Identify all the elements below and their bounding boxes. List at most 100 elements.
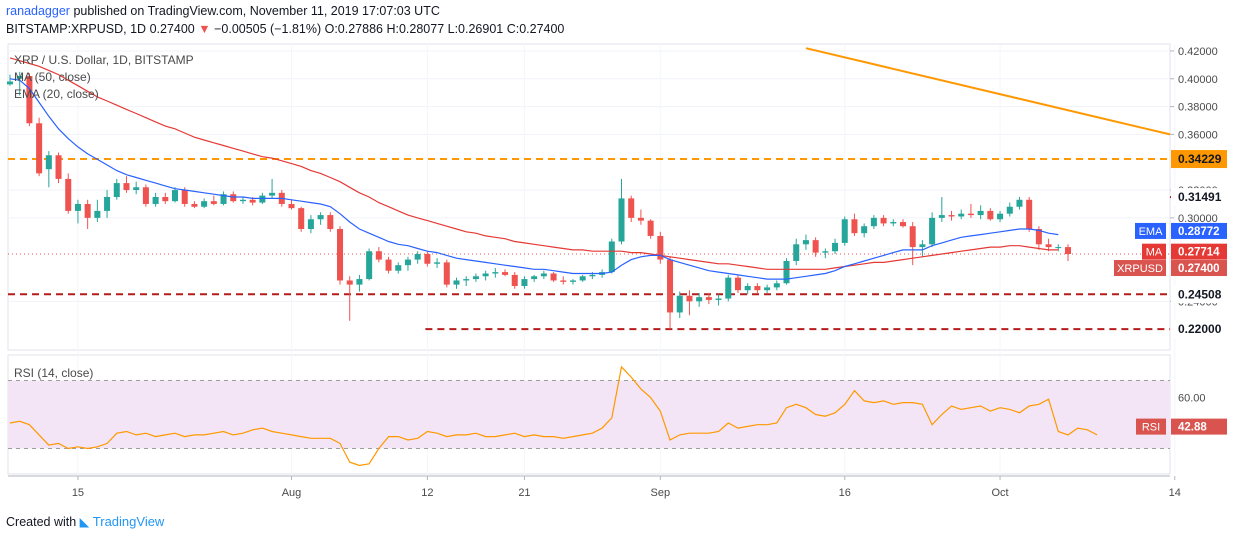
candle-body — [1045, 244, 1052, 248]
ma-legend: MA (50, close) — [14, 70, 91, 84]
candle-body — [414, 254, 421, 260]
time-tick-label: Aug — [282, 487, 302, 499]
author-link[interactable]: ranadagger — [6, 4, 70, 18]
rsi-badge-name-box — [1136, 418, 1166, 435]
candle-body — [172, 190, 179, 202]
chart-title: XRP / U.S. Dollar, 1D, BITSTAMP — [14, 53, 194, 67]
price-badge-value-box — [1171, 222, 1227, 239]
candle-body — [269, 192, 276, 196]
candle-body — [841, 219, 848, 243]
price-badge-value: 0.28772 — [1178, 226, 1220, 238]
candle-body — [94, 210, 101, 218]
candle-body — [531, 276, 538, 280]
time-tick-label: 14 — [1169, 487, 1181, 499]
price-badge-value: 0.27400 — [1178, 263, 1220, 275]
candle-body — [783, 260, 790, 284]
candle-body — [744, 286, 751, 291]
candle-body — [657, 235, 664, 260]
candle-body — [385, 259, 392, 271]
candle-body — [948, 215, 955, 217]
tradingview-logo-icon: ◣ — [79, 515, 90, 529]
candle-body — [6, 81, 14, 85]
candle-body — [832, 242, 839, 252]
candle-body — [36, 123, 43, 174]
candle-body — [1035, 228, 1042, 245]
candle-body — [958, 213, 965, 217]
candle-body — [589, 274, 596, 277]
candle-body — [754, 286, 761, 291]
ema20-line — [9, 78, 1059, 280]
price-badge-value-box — [1171, 243, 1227, 260]
candle-body — [861, 226, 868, 234]
price-badge-name: MA — [1146, 247, 1163, 259]
candle-body — [16, 75, 23, 79]
time-tick-label: 21 — [518, 487, 530, 499]
candle-body — [734, 277, 741, 291]
candle-body — [618, 198, 625, 242]
candle-body — [123, 183, 130, 191]
price-badge-value-box — [1171, 260, 1227, 277]
candle-body — [404, 259, 411, 266]
candle-body — [307, 219, 314, 229]
candle-body — [725, 277, 732, 299]
candle-body — [45, 155, 52, 170]
candle-body — [113, 183, 120, 197]
candle-body — [1055, 247, 1062, 249]
candle-body — [608, 241, 615, 273]
candle-body — [249, 199, 256, 203]
level-badge — [1171, 150, 1227, 169]
candle-body — [26, 75, 33, 124]
candle-body — [220, 194, 227, 204]
candle-body — [890, 222, 897, 224]
candle-body — [560, 280, 567, 282]
footer: Created with ◣ TradingView — [6, 514, 164, 529]
candle-body — [686, 295, 693, 302]
candle-body — [579, 276, 586, 281]
price-tick-label: 0.40000 — [1178, 74, 1218, 86]
candle-body — [259, 195, 266, 203]
candle-body — [434, 262, 441, 264]
candle-body — [201, 201, 208, 207]
ohlc-values: O:0.27886 H:0.28077 L:0.26901 C:0.27400 — [324, 22, 565, 36]
footer-brand[interactable]: TradingView — [92, 514, 165, 529]
time-tick-label: 15 — [72, 487, 84, 499]
indicator-lines — [9, 57, 1059, 280]
candle-body — [773, 283, 780, 288]
candle-body — [317, 215, 324, 220]
candle-body — [298, 208, 305, 229]
level-badge — [1171, 320, 1227, 339]
candle-body — [346, 280, 353, 285]
candle-body — [764, 287, 771, 291]
price-badge-name-box — [1135, 222, 1166, 239]
price-change: −0.00505 (−1.81%) — [214, 22, 322, 36]
candle-body — [997, 213, 1004, 220]
candle-body — [929, 217, 936, 245]
candle-body — [84, 203, 91, 218]
candle-body — [705, 297, 712, 300]
down-arrow-icon: ▼ — [198, 22, 211, 36]
candle-body — [104, 197, 111, 211]
candle-body — [628, 198, 635, 218]
candle-body — [482, 273, 489, 277]
candle-body — [142, 187, 149, 204]
candle-body — [540, 273, 547, 277]
rsi-badge-value-box — [1171, 418, 1227, 435]
candle-body — [327, 215, 334, 229]
candle-body — [1026, 199, 1033, 229]
candle-body — [1016, 199, 1023, 207]
time-tick-label: Oct — [991, 487, 1008, 499]
ma50-line — [9, 57, 1059, 270]
candle-body — [395, 265, 402, 271]
candle-body — [463, 279, 470, 281]
rsi-line — [9, 365, 1098, 467]
candle-body — [181, 190, 188, 204]
candle-body — [870, 217, 877, 227]
price-tick-label: 0.38000 — [1178, 102, 1218, 114]
footer-created-with: Created with — [6, 515, 77, 529]
candle-body — [55, 155, 62, 179]
candle-body — [74, 203, 81, 211]
candle-body — [987, 210, 994, 220]
candle-body — [899, 222, 906, 227]
candle-body — [696, 297, 703, 302]
